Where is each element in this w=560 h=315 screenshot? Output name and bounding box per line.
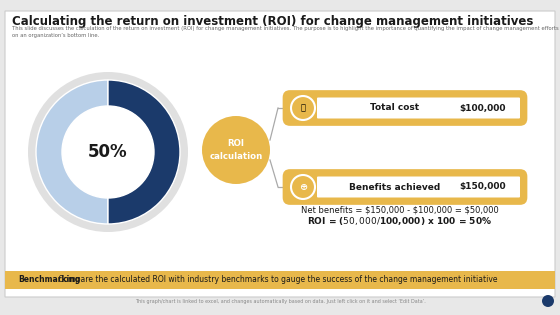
Text: Net benefits = $150,000 - $100,000 = $50,000: Net benefits = $150,000 - $100,000 = $50… bbox=[301, 205, 499, 215]
FancyBboxPatch shape bbox=[317, 98, 520, 118]
Text: This slide discusses the calculation of the return on investment (ROI) for chang: This slide discusses the calculation of … bbox=[12, 26, 559, 37]
Circle shape bbox=[28, 72, 188, 232]
FancyBboxPatch shape bbox=[283, 169, 528, 205]
Wedge shape bbox=[108, 80, 180, 224]
Text: ROI
calculation: ROI calculation bbox=[209, 139, 263, 161]
Text: ⊕: ⊕ bbox=[299, 182, 307, 192]
FancyBboxPatch shape bbox=[317, 176, 520, 198]
Text: $100,000: $100,000 bbox=[460, 104, 506, 112]
Circle shape bbox=[291, 175, 315, 199]
Circle shape bbox=[542, 295, 554, 307]
Circle shape bbox=[291, 96, 315, 120]
Text: Compare the calculated ROI with industry benchmarks to gauge the success of the : Compare the calculated ROI with industry… bbox=[56, 276, 497, 284]
FancyBboxPatch shape bbox=[5, 271, 555, 289]
Text: Total cost: Total cost bbox=[370, 104, 419, 112]
FancyBboxPatch shape bbox=[283, 90, 528, 126]
Text: $150,000: $150,000 bbox=[460, 182, 506, 192]
Text: 🏷: 🏷 bbox=[301, 104, 306, 112]
Wedge shape bbox=[36, 80, 108, 224]
Circle shape bbox=[202, 116, 270, 184]
Text: Benefits achieved: Benefits achieved bbox=[349, 182, 440, 192]
Text: ROI = ($50,000 / $100,000) x 100 = 50%: ROI = ($50,000 / $100,000) x 100 = 50% bbox=[307, 215, 493, 227]
Text: 50%: 50% bbox=[88, 143, 128, 161]
Text: Calculating the return on investment (ROI) for change management initiatives: Calculating the return on investment (RO… bbox=[12, 15, 533, 28]
Text: This graph/chart is linked to excel, and changes automatically based on data. Ju: This graph/chart is linked to excel, and… bbox=[134, 299, 426, 303]
Circle shape bbox=[62, 106, 154, 198]
FancyBboxPatch shape bbox=[5, 11, 555, 297]
Text: Benchmarking: Benchmarking bbox=[18, 276, 80, 284]
